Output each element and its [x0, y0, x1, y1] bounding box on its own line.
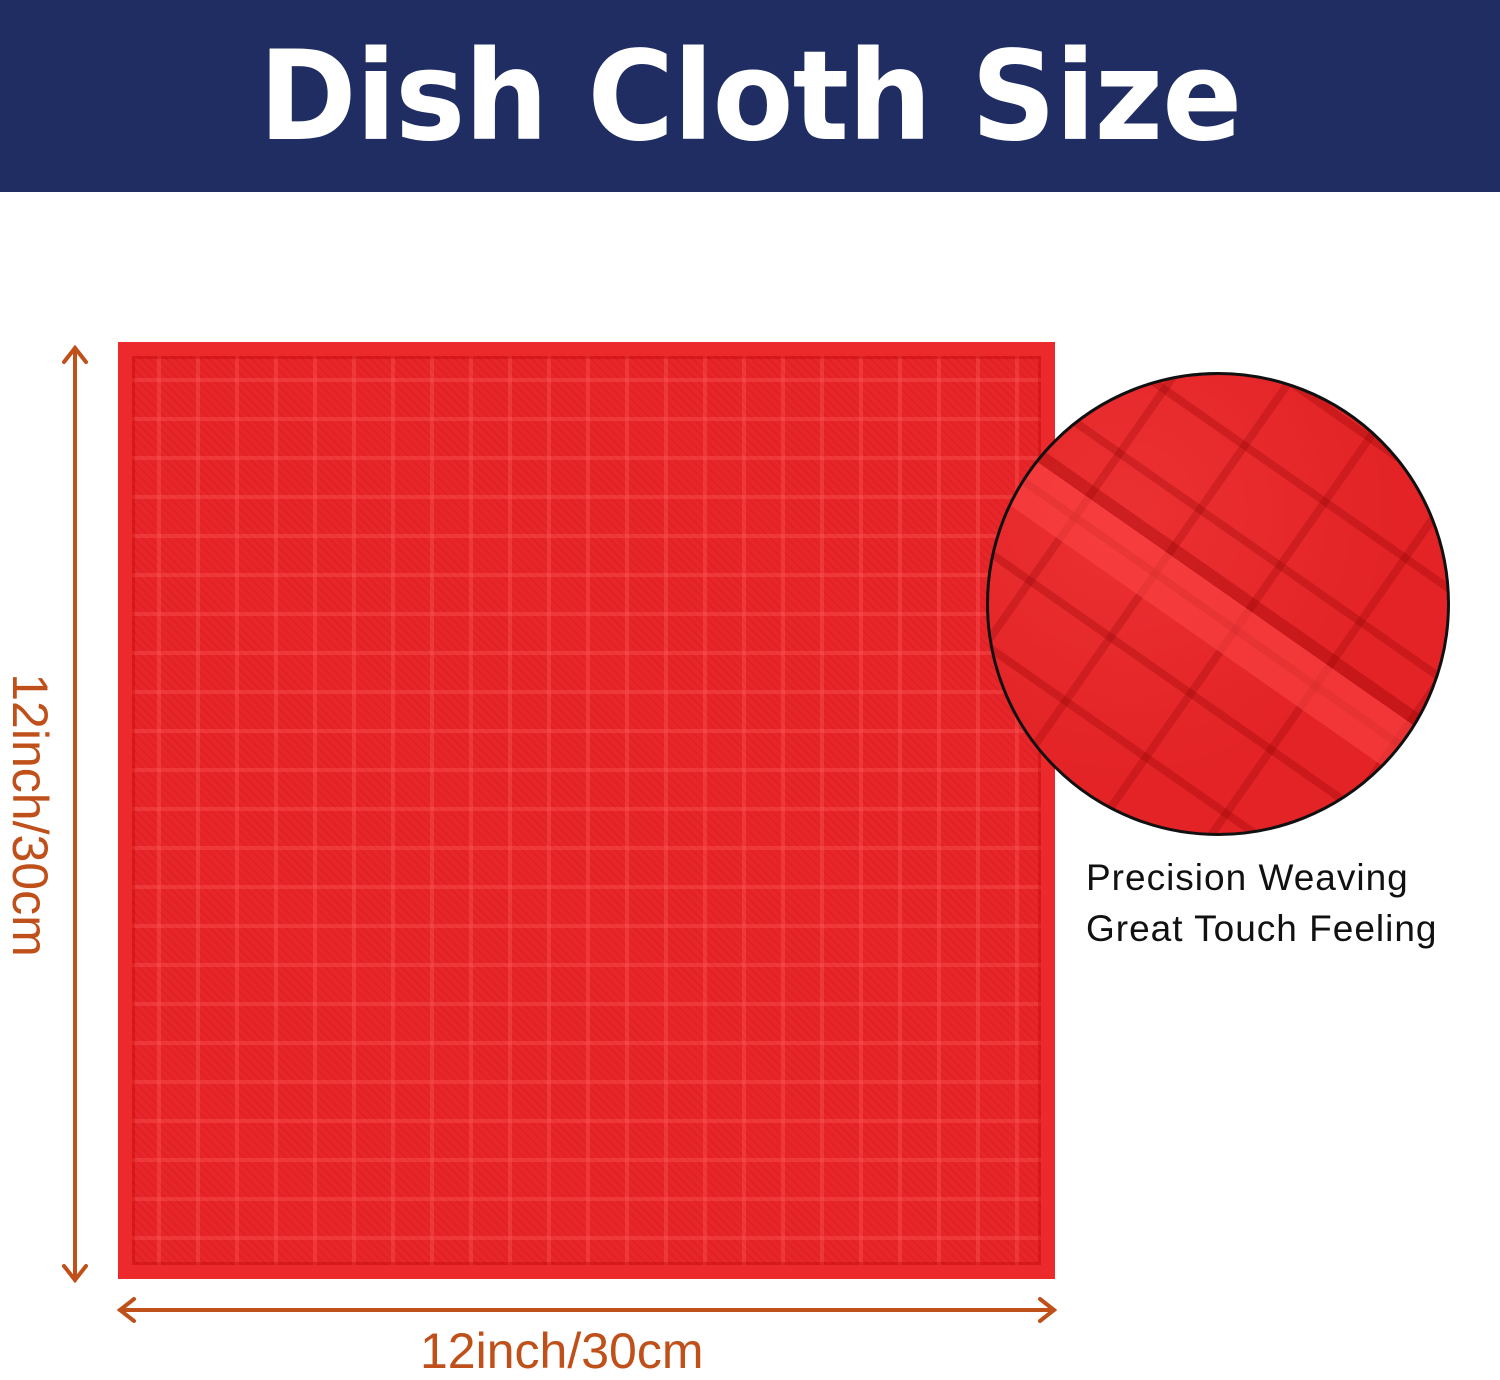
arrow-head-right-icon — [1038, 1297, 1058, 1323]
texture-closeup-image — [986, 372, 1450, 836]
caption-line: Precision Weaving — [1086, 857, 1409, 898]
arrow-head-left-icon — [116, 1297, 136, 1323]
caption-line: Great Touch Feeling — [1086, 908, 1438, 949]
dish-cloth-image — [118, 342, 1055, 1279]
page-title: Dish Cloth Size — [258, 23, 1242, 169]
height-label: 12inch/30cm — [2, 673, 58, 957]
arrow-head-bottom-icon — [62, 1264, 88, 1284]
arrow-head-top-icon — [62, 344, 88, 364]
header-banner: Dish Cloth Size — [0, 0, 1500, 192]
feature-caption: Precision Weaving Great Touch Feeling — [1086, 852, 1438, 954]
width-label: 12inch/30cm — [420, 1323, 704, 1379]
